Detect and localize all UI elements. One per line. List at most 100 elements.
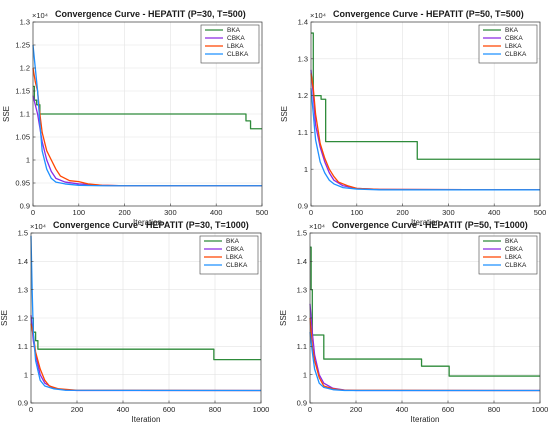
- y-tick-label: 1.25: [15, 41, 30, 50]
- x-tick-label: 100: [73, 208, 86, 217]
- x-tick-label: 400: [117, 405, 130, 414]
- x-tick-label: 600: [163, 405, 176, 414]
- y-tick-label: 0.9: [298, 202, 308, 211]
- y-tick-label: 1.1: [20, 110, 30, 119]
- x-tick-label: 1000: [532, 405, 549, 414]
- x-tick-label: 500: [534, 208, 547, 217]
- y-tick-label: 1: [304, 165, 308, 174]
- legend-entry-bka: BKA: [226, 238, 240, 245]
- y-exponent-label: ×10⁴: [32, 11, 48, 20]
- y-tick-label: 1.2: [20, 64, 30, 73]
- legend-entry-cbka: CBKA: [227, 35, 245, 42]
- legend-entry-lbka: LBKA: [505, 254, 522, 261]
- x-axis-label: Iteration: [411, 415, 440, 424]
- legend-box: [478, 235, 538, 275]
- x-tick-label: 0: [309, 208, 313, 217]
- legend-entry-clbka: CLBKA: [227, 51, 249, 58]
- series-line-bka: [311, 32, 540, 160]
- y-tick-label: 1.3: [297, 285, 307, 294]
- y-tick-label: 0.95: [15, 179, 30, 188]
- legend-entry-bka: BKA: [505, 27, 519, 34]
- y-axis-label: SSE: [280, 106, 289, 122]
- x-tick-label: 800: [488, 405, 501, 414]
- y-tick-label: 1.5: [297, 229, 307, 238]
- y-tick-label: 1: [24, 370, 28, 379]
- y-tick-label: 1.3: [298, 54, 308, 63]
- chart-panel-1: 0 100 200 300 400 500 0.9 0.95 1 1.05 1.1 1.15 1.2 1.…: [2, 9, 268, 227]
- legend-entry-clbka: CLBKA: [505, 262, 527, 269]
- chart-title: Convergence Curve - HEPATIT (P=50, T=500…: [333, 9, 524, 19]
- x-tick-label: 300: [164, 208, 177, 217]
- y-tick-label: 1.4: [297, 257, 307, 266]
- x-tick-label: 0: [308, 405, 312, 414]
- y-tick-label: 1.4: [298, 18, 308, 27]
- y-tick-label: 1.4: [18, 257, 28, 266]
- legend-box: [199, 235, 259, 275]
- x-tick-label: 200: [396, 208, 409, 217]
- legend-entry-lbka: LBKA: [226, 254, 243, 261]
- x-tick-label: 100: [351, 208, 364, 217]
- x-axis-label: Iteration: [132, 415, 161, 424]
- x-tick-label: 200: [350, 405, 363, 414]
- x-tick-label: 200: [118, 208, 131, 217]
- y-exponent-label: ×10⁴: [309, 222, 325, 231]
- x-tick-label: 1000: [253, 405, 270, 414]
- y-exponent-label: ×10⁴: [30, 222, 46, 231]
- y-tick-label: 1.15: [15, 87, 30, 96]
- x-tick-label: 500: [256, 208, 269, 217]
- chart-panel-4: 0 200 400 600 800 1000 0.9 1 1.1 1.2 1.3 1.4 1.5×10⁴…: [279, 220, 548, 424]
- chart-title: Convergence Curve - HEPATIT (P=50, T=100…: [332, 220, 528, 230]
- chart-panel-3: 0 200 400 600 800 1000 0.9 1 1.1 1.2 1.3 1.4 1.5×10⁴…: [0, 220, 269, 424]
- legend-entry-clbka: CLBKA: [226, 262, 248, 269]
- x-tick-label: 0: [31, 208, 35, 217]
- x-tick-label: 300: [442, 208, 455, 217]
- y-tick-label: 1.05: [15, 133, 30, 142]
- series-line-clbka: [32, 44, 262, 187]
- x-axis-label: Iteration: [411, 218, 440, 227]
- x-tick-label: 600: [442, 405, 455, 414]
- y-tick-label: 1.3: [18, 285, 28, 294]
- x-tick-label: 400: [488, 208, 501, 217]
- y-tick-label: 1.2: [18, 314, 28, 323]
- y-tick-label: 1: [26, 156, 30, 165]
- y-tick-label: 1: [303, 370, 307, 379]
- legend-entry-bka: BKA: [227, 27, 241, 34]
- legend-entry-cbka: CBKA: [505, 246, 523, 253]
- chart-title: Convergence Curve - HEPATIT (P=30, T=100…: [53, 220, 249, 230]
- legend-box: [200, 24, 260, 64]
- legend-entry-lbka: LBKA: [505, 43, 522, 50]
- y-tick-label: 1.5: [18, 229, 28, 238]
- chart-title: Convergence Curve - HEPATIT (P=30, T=500…: [55, 9, 246, 19]
- axes-box: [310, 21, 541, 207]
- y-tick-label: 0.9: [18, 399, 28, 408]
- y-tick-label: 1.1: [18, 342, 28, 351]
- y-tick-label: 0.9: [297, 399, 307, 408]
- series-line-lbka: [310, 73, 541, 191]
- y-tick-label: 1.3: [20, 18, 30, 27]
- y-axis-label: SSE: [279, 310, 288, 326]
- series-line-clbka: [310, 88, 540, 191]
- series-line-clbka: [309, 332, 540, 392]
- x-axis-label: Iteration: [133, 218, 162, 227]
- chart-panel-2: 0 100 200 300 400 500 0.9 1 1.1 1.2 1.3 1.4×10⁴ Conv…: [280, 9, 546, 227]
- y-tick-label: 1.1: [297, 342, 307, 351]
- legend-box: [478, 24, 538, 64]
- y-axis-label: SSE: [0, 310, 9, 326]
- x-tick-label: 400: [210, 208, 223, 217]
- legend-entry-bka: BKA: [505, 238, 519, 245]
- legend-entry-cbka: CBKA: [226, 246, 244, 253]
- x-tick-label: 0: [29, 405, 33, 414]
- x-tick-label: 200: [71, 405, 84, 414]
- legend-entry-lbka: LBKA: [227, 43, 244, 50]
- legend-entry-clbka: CLBKA: [505, 51, 527, 58]
- y-tick-label: 0.9: [20, 202, 30, 211]
- x-tick-label: 400: [396, 405, 409, 414]
- x-tick-label: 800: [209, 405, 222, 414]
- y-exponent-label: ×10⁴: [310, 11, 326, 20]
- y-tick-label: 1.2: [298, 91, 308, 100]
